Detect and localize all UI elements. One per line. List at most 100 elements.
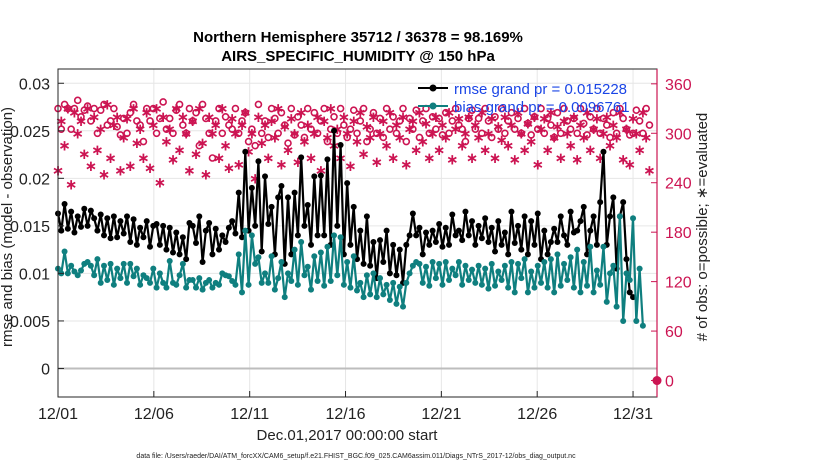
bias-point (94, 256, 101, 263)
bias-point (153, 284, 160, 291)
rmse-point (393, 272, 400, 279)
obs-evaluated-point: ∗ (85, 157, 98, 175)
bias-point (160, 279, 167, 286)
obs-possible-point (632, 106, 641, 115)
obs-evaluated-point: ∗ (568, 108, 581, 126)
bias-point (97, 279, 104, 286)
rmse-point (268, 203, 275, 210)
rmse-point (278, 182, 285, 189)
bias-point (347, 284, 354, 291)
obs-possible-point (497, 104, 506, 113)
bias-point (508, 258, 515, 265)
rmse-point (64, 225, 71, 232)
obs-possible-point (149, 104, 158, 113)
bias-point (143, 275, 150, 282)
bias-point (304, 263, 311, 270)
obs-possible-point (570, 114, 578, 123)
x-tick-label: 12/01 (38, 406, 78, 423)
rmse-point (160, 222, 167, 229)
rmse-point (196, 213, 203, 220)
bias-point (199, 286, 206, 293)
rmse-point (189, 222, 196, 229)
bias-point (419, 279, 426, 286)
obs-evaluated-point: ∗ (535, 120, 548, 138)
rmse-point (459, 237, 466, 244)
obs-evaluated-point: ∗ (584, 141, 597, 159)
bias-point (442, 258, 449, 265)
rmse-point (107, 235, 114, 242)
x-axis-label: Dec.01,2017 00:00:00 start (257, 427, 439, 444)
rmse-point (508, 208, 515, 215)
rmse-point (383, 227, 390, 234)
obs-evaluated-point: ∗ (525, 133, 538, 151)
bias-point (124, 279, 131, 286)
obs-evaluated-point: ∗ (65, 175, 78, 193)
bias-point (193, 284, 200, 291)
obs-possible-point (156, 114, 164, 123)
bias-point (593, 267, 600, 274)
y2-tick-label: 360 (665, 77, 692, 94)
obs-possible-point (514, 114, 522, 123)
rmse-point (235, 189, 242, 196)
obs-possible-point (461, 137, 470, 146)
bias-point (584, 282, 591, 289)
obs-possible-point (343, 133, 351, 142)
obs-possible-point (244, 137, 253, 146)
obs-evaluated-point: ∗ (183, 161, 196, 179)
obs-evaluated-point: ∗ (426, 124, 439, 142)
obs-evaluated-point: ∗ (282, 141, 295, 159)
bias-point (534, 262, 541, 269)
rmse-point (143, 218, 150, 225)
bias-point (547, 256, 554, 263)
obs-evaluated-point: ∗ (600, 108, 613, 126)
obs-evaluated-point: ∗ (531, 156, 544, 174)
rmse-point (580, 203, 587, 210)
bias-point (130, 273, 137, 280)
bias-point (600, 243, 607, 250)
rmse-point (478, 235, 485, 242)
bias-point (150, 265, 157, 272)
obs-evaluated-point: ∗ (380, 137, 393, 155)
rmse-point (455, 227, 462, 234)
right-axis-label: # of obs: o=possible; ∗=evaluated (694, 113, 711, 342)
legend: rmse grand pr = 0.015228 bias grand pr =… (418, 81, 630, 116)
bias-point (163, 284, 170, 291)
bias-point (265, 279, 272, 286)
rmse-point (547, 239, 554, 246)
obs-possible-point (257, 129, 266, 138)
footnote: data file: /Users/raeder/DAI/ATM_forcXX/… (136, 453, 576, 460)
obs-evaluated-point: ∗ (288, 124, 301, 142)
rmse-point (140, 234, 147, 241)
rmse-point (515, 222, 522, 229)
obs-evaluated-point: ∗ (466, 149, 479, 167)
obs-possible-point (507, 108, 516, 117)
bias-point (390, 279, 397, 286)
obs-possible-point (264, 133, 273, 142)
obs-possible-point (261, 117, 269, 125)
rmse-point (285, 194, 292, 201)
obs-possible-point (501, 129, 509, 138)
obs-possible-point (211, 117, 220, 125)
bias-point (485, 285, 492, 292)
rmse-point (396, 246, 403, 253)
obs-possible-point (402, 137, 411, 146)
chart-subtitle: AIRS_SPECIFIC_HUMIDITY @ 150 hPa (221, 48, 495, 65)
obs-possible-point (543, 114, 552, 123)
rmse-point (623, 256, 630, 263)
obs-evaluated-point: ∗ (574, 116, 587, 134)
rmse-point (442, 224, 449, 231)
bias-point (518, 275, 525, 282)
bias-point (268, 253, 275, 260)
bias-point (521, 256, 528, 263)
obs-possible-point (487, 133, 496, 142)
obs-possible-point (113, 122, 121, 131)
bias-point (429, 258, 436, 265)
rmse-point (294, 232, 301, 239)
obs-possible-point (202, 114, 210, 123)
rmse-point (367, 262, 374, 269)
obs-evaluated-point: ∗ (71, 124, 84, 142)
bias-point (285, 270, 292, 277)
rmse-point (593, 241, 600, 248)
rmse-point (147, 243, 154, 250)
